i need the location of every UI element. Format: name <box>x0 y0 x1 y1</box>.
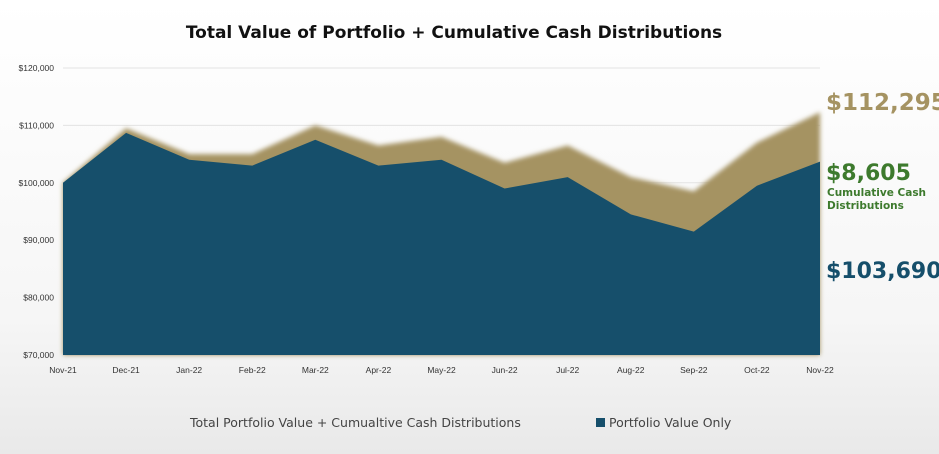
legend-label-total: Total Portfolio Value + Cumualtive Cash … <box>189 415 521 430</box>
legend-label-portfolio: Portfolio Value Only <box>609 415 732 430</box>
y-tick-label: $70,000 <box>23 350 54 360</box>
y-tick-label: $100,000 <box>19 178 55 188</box>
y-axis-labels: $120,000 $110,000 $100,000 $90,000 $80,000 $7… <box>19 63 55 360</box>
x-tick-label: Sep-22 <box>680 365 708 375</box>
y-tick-label: $80,000 <box>23 293 54 303</box>
x-tick-label: Nov-22 <box>806 365 834 375</box>
y-tick-label: $120,000 <box>19 63 55 73</box>
portfolio-value-callout: $103,690 <box>826 259 939 284</box>
y-tick-label: $90,000 <box>23 235 54 245</box>
distributions-label-line2: Distributions <box>827 200 904 212</box>
x-tick-label: Jun-22 <box>492 365 518 375</box>
x-tick-label: Feb-22 <box>239 365 266 375</box>
distributions-value-callout: $8,605 <box>826 161 911 186</box>
total-value-callout: $112,295 <box>826 90 939 116</box>
x-tick-label: May-22 <box>427 365 456 375</box>
callouts: $112,295 $8,605 Cumulative Cash Distribu… <box>826 90 939 284</box>
y-tick-label: $110,000 <box>19 120 54 130</box>
area-series <box>63 112 820 355</box>
portfolio-value-area <box>63 132 820 355</box>
chart-title: Total Value of Portfolio + Cumulative Ca… <box>186 23 722 43</box>
x-axis-labels: Nov-21 Dec-21 Jan-22 Feb-22 Mar-22 Apr-22 May-… <box>49 365 834 375</box>
legend-swatch-portfolio <box>596 418 605 427</box>
x-tick-label: Dec-21 <box>112 365 140 375</box>
x-tick-label: Aug-22 <box>617 365 645 375</box>
x-tick-label: Mar-22 <box>302 365 329 375</box>
x-tick-label: Jan-22 <box>176 365 202 375</box>
legend: Total Portfolio Value + Cumualtive Cash … <box>189 415 732 430</box>
x-tick-label: Oct-22 <box>744 365 770 375</box>
x-tick-label: Jul-22 <box>556 365 579 375</box>
x-tick-label: Apr-22 <box>366 365 392 375</box>
x-tick-label: Nov-21 <box>49 365 77 375</box>
distributions-label-line1: Cumulative Cash <box>827 187 926 199</box>
